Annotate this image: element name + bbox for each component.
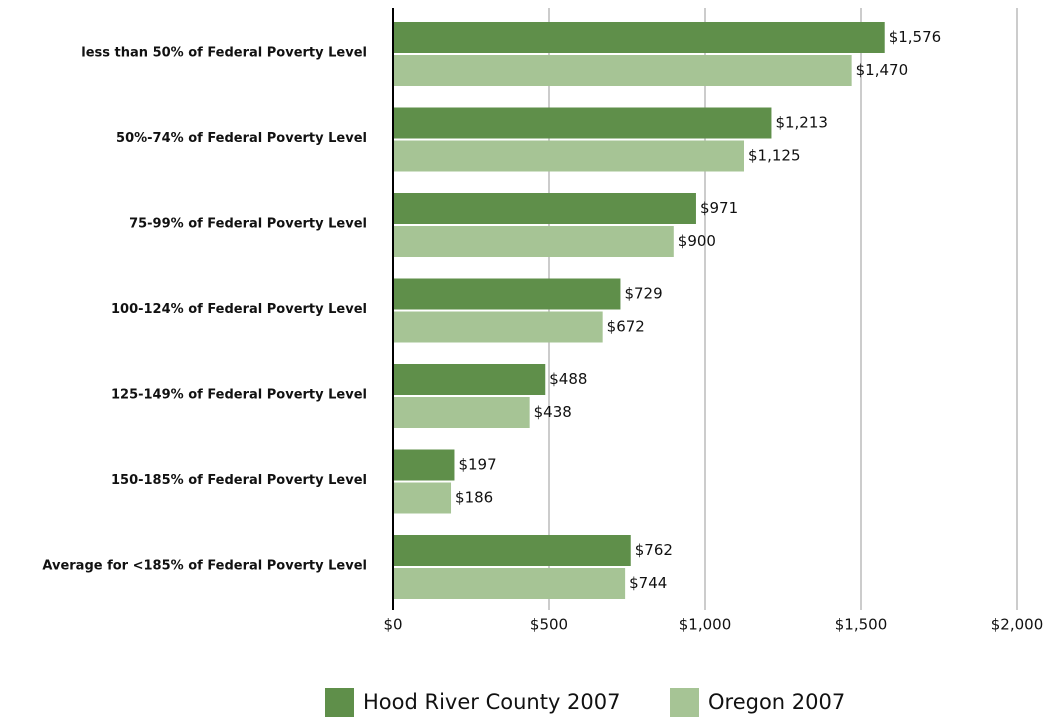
legend-label: Hood River County 2007 [363, 690, 621, 714]
data-label: $672 [607, 318, 645, 336]
category-label: 75-99% of Federal Poverty Level [129, 217, 367, 232]
x-tick-label: $1,000 [679, 616, 732, 634]
data-label: $1,125 [748, 147, 801, 165]
category-label: 150-185% of Federal Poverty Level [111, 473, 367, 488]
category-label: less than 50% of Federal Poverty Level [81, 46, 367, 61]
data-label: $1,470 [856, 61, 909, 79]
bar [393, 55, 852, 86]
legend-swatch [670, 688, 699, 717]
bar [393, 364, 546, 395]
bar [393, 226, 674, 257]
bar [393, 449, 455, 481]
data-label: $186 [455, 489, 493, 507]
data-label: $1,213 [775, 114, 828, 132]
category-label: 50%-74% of Federal Poverty Level [116, 131, 367, 146]
x-tick-label: $2,000 [991, 616, 1044, 634]
bar [393, 107, 772, 139]
data-label: $744 [629, 574, 667, 592]
bar [393, 193, 696, 224]
bar [393, 568, 626, 599]
data-label: $438 [534, 403, 572, 421]
bar [393, 535, 631, 566]
data-label: $1,576 [889, 28, 942, 46]
bar [393, 278, 621, 310]
data-label: $900 [678, 232, 716, 250]
bar [393, 22, 885, 53]
bar [393, 397, 530, 428]
category-label: 100-124% of Federal Poverty Level [111, 302, 367, 317]
x-tick-label: $1,500 [835, 616, 888, 634]
data-label: $488 [549, 370, 587, 388]
data-label: $729 [624, 285, 662, 303]
data-label: $971 [700, 199, 738, 217]
bar [393, 482, 452, 514]
legend-label: Oregon 2007 [708, 690, 845, 714]
bar [393, 140, 744, 172]
category-label: 125-149% of Federal Poverty Level [111, 388, 367, 403]
data-label: $197 [458, 456, 496, 474]
legend-swatch [325, 688, 354, 717]
data-label: $762 [635, 541, 673, 559]
x-tick-label: $500 [530, 616, 568, 634]
category-label: Average for <185% of Federal Poverty Lev… [42, 559, 367, 574]
bar [393, 311, 603, 343]
x-tick-label: $0 [383, 616, 402, 634]
